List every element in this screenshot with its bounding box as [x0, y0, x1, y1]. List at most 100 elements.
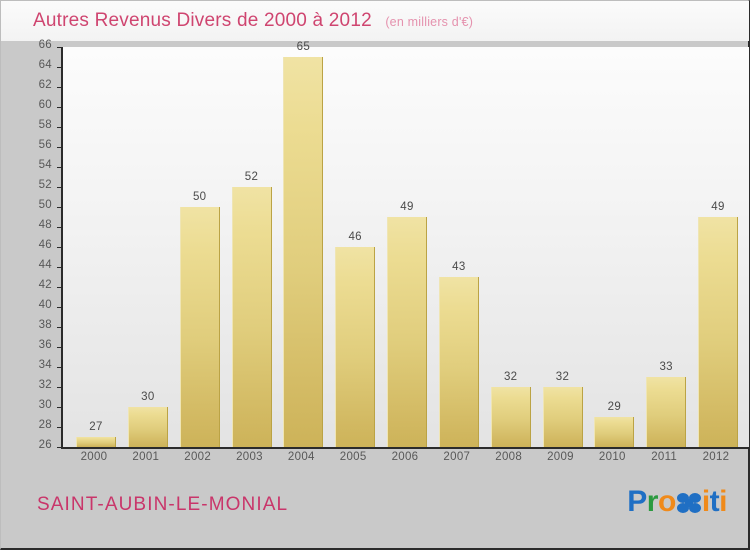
y-axis-tick-mark [57, 407, 62, 408]
bar[interactable] [76, 437, 116, 447]
bar[interactable] [335, 247, 376, 447]
bar-value-label: 50 [192, 191, 207, 203]
y-axis-tick-label: 50 [38, 199, 52, 211]
x-axis-tick-label: 2006 [391, 451, 419, 463]
bar-group: 50 [175, 47, 225, 447]
y-axis-tick-mark [57, 247, 62, 248]
logo-letter-o: o [657, 485, 676, 518]
bar-value-label: 46 [348, 231, 362, 243]
chart-header: Autres Revenus Divers de 2000 à 2012 (en… [1, 1, 749, 41]
y-axis-tick-mark [57, 187, 62, 188]
bar-group: 33 [641, 47, 691, 447]
logo-letter-p: P [627, 485, 647, 518]
y-axis-tick-mark [57, 367, 62, 368]
bar[interactable] [698, 217, 738, 447]
y-axis-tick-label: 40 [38, 299, 52, 311]
bar-value-label: 52 [244, 171, 259, 183]
y-axis-tick-mark [57, 107, 62, 108]
bar-group: 32 [538, 47, 588, 447]
proxiti-logo[interactable]: Pro iti [627, 485, 727, 519]
y-axis-tick-label: 62 [38, 79, 52, 91]
y-axis-tick-mark [57, 47, 62, 48]
commune-name: SAINT-AUBIN-LE-MONIAL [37, 494, 289, 515]
y-axis-tick-label: 34 [38, 359, 52, 371]
bar-group: 27 [71, 47, 121, 447]
y-axis-tick-label: 32 [38, 379, 52, 391]
y-axis-tick-mark [57, 387, 62, 388]
y-axis-tick-label: 56 [38, 139, 52, 151]
bar[interactable] [127, 407, 168, 447]
bar-group: 49 [382, 47, 432, 447]
y-axis-tick-mark [57, 127, 62, 128]
y-axis-tick-label: 48 [38, 219, 52, 231]
logo-letter-t: t [709, 485, 720, 518]
y-axis-tick-mark [57, 87, 62, 88]
x-axis-tick-label: 2001 [132, 451, 160, 463]
y-axis-tick-label: 64 [38, 59, 52, 71]
x-axis-tick-label: 2007 [443, 451, 471, 463]
bar-value-label: 27 [89, 421, 103, 433]
y-axis-tick-mark [57, 207, 62, 208]
y-axis-tick-label: 30 [38, 399, 52, 411]
x-axis-tick-label: 2009 [547, 451, 574, 463]
bar[interactable] [542, 387, 583, 447]
y-axis-tick-label: 28 [38, 419, 52, 431]
y-axis-tick-label: 38 [38, 319, 52, 331]
bar-value-label: 33 [659, 361, 673, 373]
chart-subtitle: (en milliers d'€) [385, 15, 474, 29]
x-axis-tick-label: 2005 [339, 451, 367, 463]
x-axis-tick-label: 2003 [236, 451, 263, 463]
bar[interactable] [646, 377, 687, 447]
x-axis-tick-label: 2012 [702, 451, 730, 463]
y-axis-tick-label: 44 [38, 259, 52, 271]
y-axis-tick-mark [57, 287, 62, 288]
y-axis-tick-mark [57, 167, 62, 168]
bar[interactable] [490, 387, 531, 447]
bar-value-label: 43 [452, 261, 466, 273]
y-axis-tick-label: 60 [38, 99, 52, 111]
bar-series: 27 30 50 52 65 46 49 43 32 32 29 33 49 [65, 41, 749, 447]
y-axis-tick-mark [57, 327, 62, 328]
plot-area: 66 64 62 60 58 56 54 52 50 48 46 44 42 40 38 36 34 32 30 28… [39, 39, 749, 451]
page-title: Autres Revenus Divers de 2000 à 2012 [33, 10, 372, 31]
bar[interactable] [231, 187, 272, 447]
y-axis-tick-label: 58 [38, 119, 52, 131]
bar-value-label: 29 [607, 401, 622, 413]
bar-value-label: 49 [400, 201, 414, 213]
bar-value-label: 65 [296, 41, 311, 53]
bar-value-label: 32 [555, 371, 570, 383]
bar-group: 29 [589, 47, 639, 447]
y-axis-tick-mark [57, 427, 62, 428]
bar-value-label: 32 [503, 371, 518, 383]
logo-butterfly-x-icon [676, 487, 702, 517]
bar-value-label: 49 [711, 201, 725, 213]
x-axis-tick-label: 2011 [651, 451, 678, 463]
y-axis-tick-mark [57, 347, 62, 348]
y-axis-tick-mark [57, 307, 62, 308]
bar[interactable] [283, 57, 324, 447]
bar[interactable] [438, 277, 479, 447]
title-group: Autres Revenus Divers de 2000 à 2012 (en… [33, 10, 473, 32]
x-axis-tick-label: 2008 [495, 451, 523, 463]
y-axis-tick-mark [57, 147, 62, 148]
y-axis-tick-mark [57, 267, 62, 268]
y-axis-tick-label: 66 [38, 39, 52, 51]
x-axis-tick-label: 2004 [287, 451, 315, 463]
y-axis-tick-mark [57, 67, 62, 68]
y-axis-tick-mark [57, 227, 62, 228]
bar[interactable] [594, 417, 635, 447]
bar-group: 65 [278, 41, 328, 447]
bar-group: 43 [434, 47, 484, 447]
y-axis-tick-label: 26 [38, 439, 52, 451]
x-axis-tick-label: 2000 [80, 451, 108, 463]
x-axis-tick-label: 2010 [598, 451, 626, 463]
bar[interactable] [179, 207, 220, 447]
bar-group: 32 [486, 47, 536, 447]
logo-letter-i2: i [719, 485, 727, 518]
bar[interactable] [387, 217, 427, 447]
bar-group: 52 [227, 47, 277, 447]
y-axis-tick-label: 36 [38, 339, 52, 351]
bar-group: 49 [693, 47, 743, 447]
x-axis: 2000 2001 2002 2003 2004 2005 2006 2007 2008 2009… [63, 451, 749, 471]
y-axis-tick-label: 54 [38, 159, 52, 171]
